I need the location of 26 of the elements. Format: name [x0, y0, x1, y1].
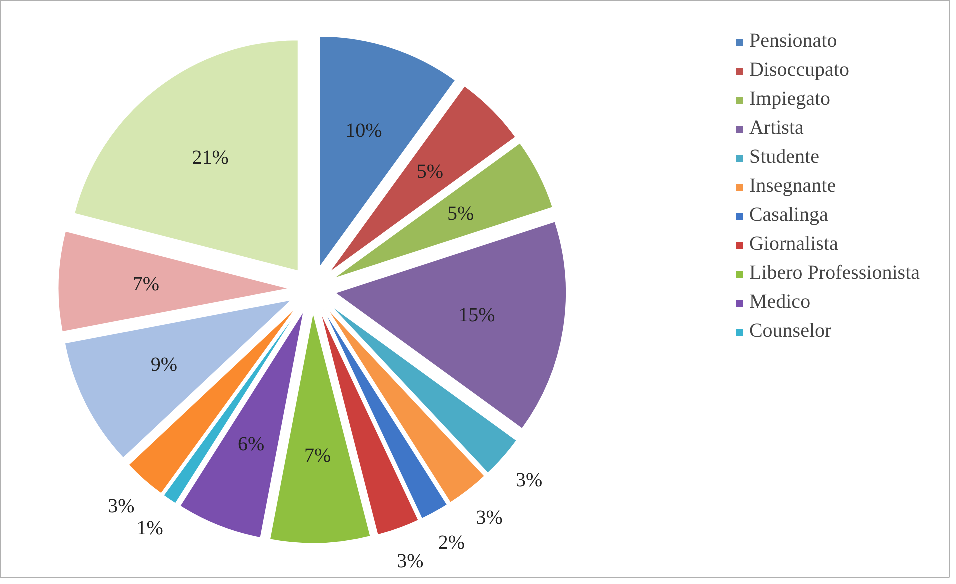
legend-label: Insegnante: [749, 175, 836, 198]
legend-label: Counselor: [749, 320, 832, 343]
data-label: 1%: [136, 518, 164, 540]
legend-label: Artista: [749, 117, 804, 140]
data-label: 21%: [192, 146, 229, 169]
data-label: 7%: [132, 273, 160, 296]
legend-label: Casalinga: [749, 204, 828, 227]
data-label: 10%: [346, 120, 382, 142]
legend-label: Medico: [749, 291, 811, 314]
legend-label: Studente: [749, 146, 820, 169]
legend-label: Disoccupato: [749, 59, 850, 82]
data-label: 3%: [108, 495, 135, 518]
data-label: 5%: [448, 202, 474, 225]
data-label: 3%: [516, 470, 543, 492]
data-label: 9%: [150, 354, 178, 376]
legend-label: Giornalista: [749, 233, 838, 256]
legend-label: Pensionato: [749, 30, 838, 53]
data-label: 3%: [476, 506, 503, 529]
data-label: 3%: [397, 550, 424, 572]
legend-label: Impiegato: [749, 88, 831, 111]
data-label: 2%: [438, 532, 466, 554]
data-label: 5%: [416, 160, 444, 183]
data-label: 6%: [238, 433, 265, 456]
legend-label: Libero Professionista: [749, 262, 920, 285]
data-label: 15%: [458, 304, 496, 327]
data-label: 7%: [304, 444, 332, 467]
